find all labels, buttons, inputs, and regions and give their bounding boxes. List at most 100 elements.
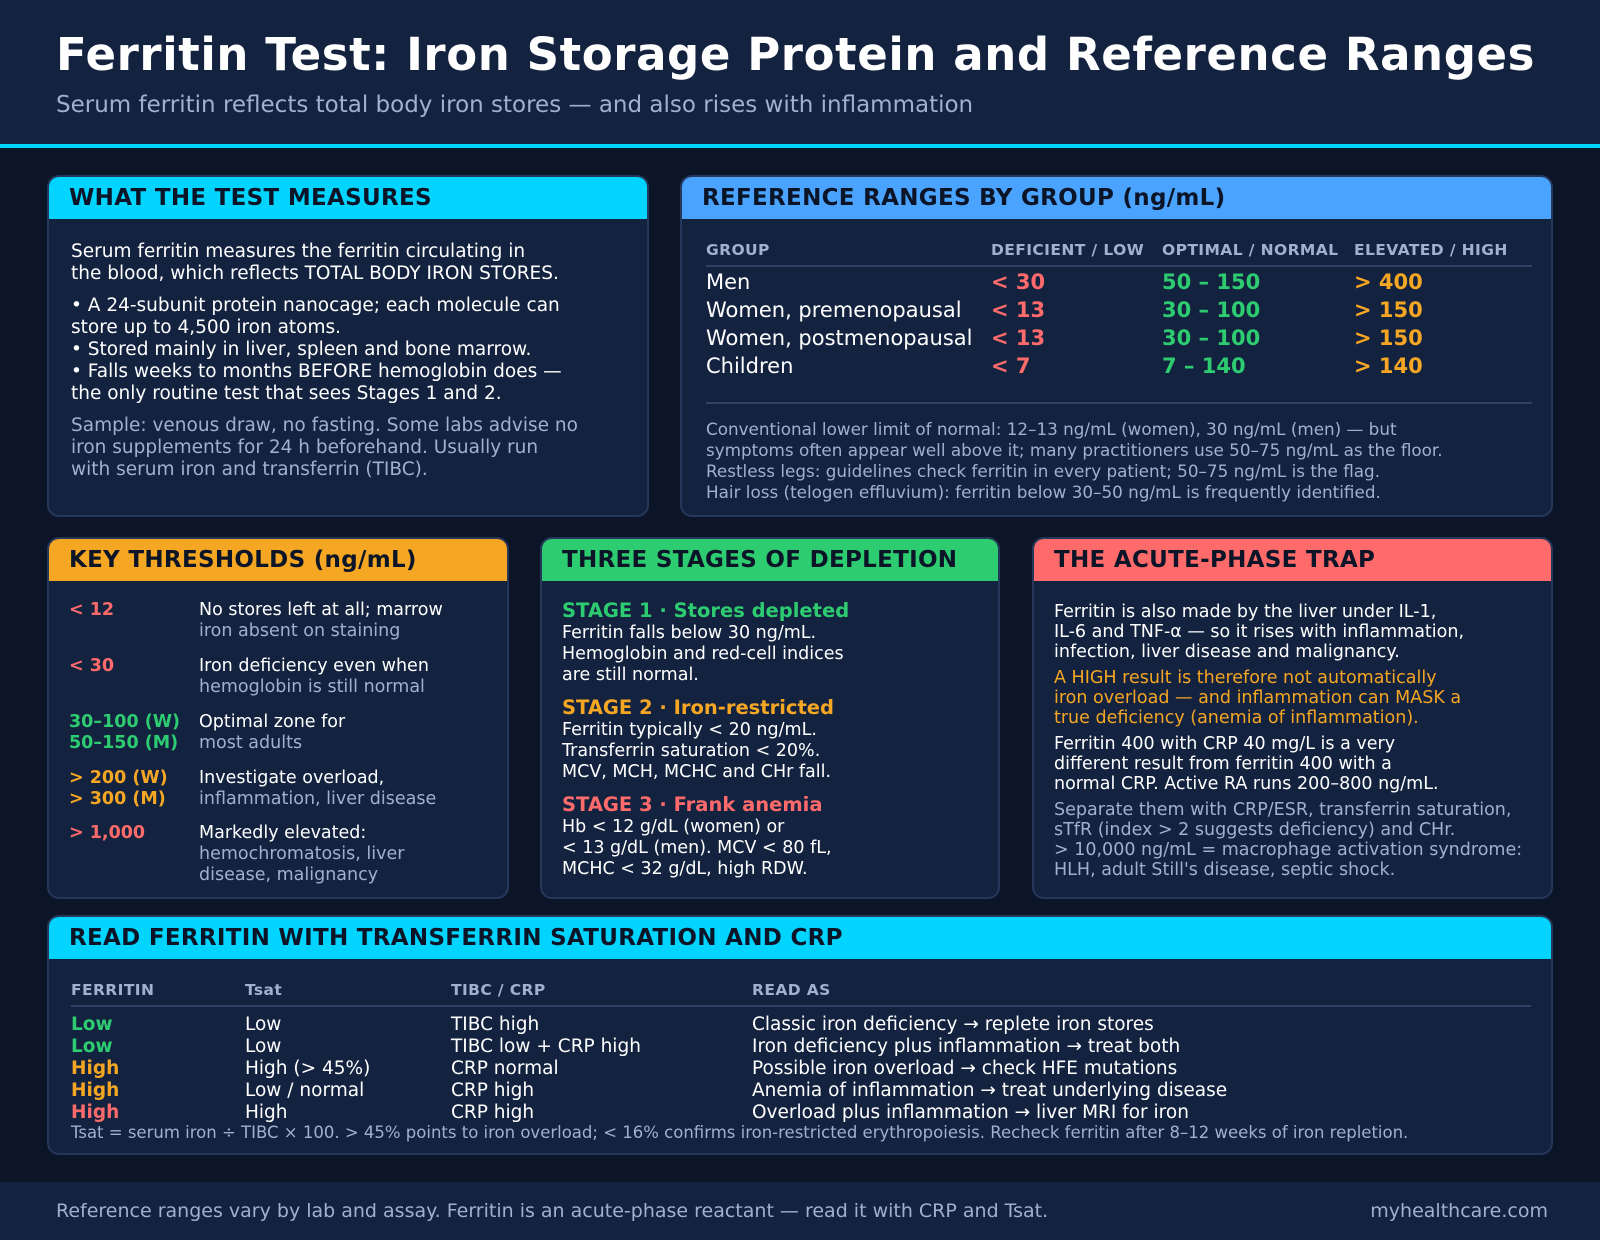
combo-tsat: High (> 45%)	[245, 1058, 371, 1079]
threshold-desc-line: Iron deficiency even when	[199, 656, 429, 676]
combo-table: FERRITIN Tsat TIBC / CRP READ AS Low Low…	[71, 977, 1531, 1123]
stage-line: MCV, MCH, MCHC and CHr fall.	[562, 762, 832, 782]
ranges-note-line: Hair loss (telogen effluvium): ferritin …	[706, 482, 1381, 502]
combo-ferritin: Low	[71, 1036, 113, 1057]
trap-line: sTfR (index > 2 suggests deficiency) and…	[1054, 820, 1456, 840]
trap-line: different result from ferritin 400 with …	[1054, 754, 1392, 774]
combo-ferritin: High	[71, 1102, 120, 1123]
threshold-key: 30–100 (W) 50–150 (M)	[69, 712, 180, 754]
stage-body: Ferritin typically < 20 ng/mL. Transferr…	[562, 720, 982, 783]
ranges-note-line: Conventional lower limit of normal: 12–1…	[706, 419, 1397, 439]
stages-heading: THREE STAGES OF DEPLETION	[542, 539, 998, 581]
stage-line: Transferrin saturation < 20%.	[562, 741, 821, 761]
combo-ferritin: High	[71, 1058, 120, 1079]
range-high: > 140	[1354, 354, 1423, 378]
combo-note: Tsat = serum iron ÷ TIBC × 100. > 45% po…	[71, 1123, 1409, 1142]
threshold-desc-line: inflammation, liver disease	[199, 789, 437, 809]
combo-ferritin: Low	[71, 1014, 113, 1035]
stage-line: Ferritin typically < 20 ng/mL.	[562, 720, 817, 740]
combo-tsat: Low / normal	[245, 1080, 365, 1101]
stage-title: STAGE 2 · Iron-restricted	[562, 696, 834, 719]
measures-bullet-line: • A 24-subunit protein nanocage; each mo…	[71, 295, 560, 316]
stage-body: Ferritin falls below 30 ng/mL. Hemoglobi…	[562, 623, 982, 686]
measures-heading: WHAT THE TEST MEASURES	[49, 177, 647, 219]
threshold-key: > 200 (W) > 300 (M)	[69, 768, 168, 810]
range-normal: 30 – 100	[1162, 326, 1261, 350]
trap-line: Ferritin 400 with CRP 40 mg/L is a very	[1054, 734, 1396, 754]
trap-line: A HIGH result is therefore not automatic…	[1054, 668, 1437, 688]
trap-line: infection, liver disease and malignancy.	[1054, 642, 1400, 662]
stage-line: Hb < 12 g/dL (women) or	[562, 817, 785, 837]
divider	[706, 402, 1532, 404]
trap-line: IL-6 and TNF-α — so it rises with inflam…	[1054, 622, 1465, 642]
stage-body: Hb < 12 g/dL (women) or < 13 g/dL (men).…	[562, 817, 982, 880]
combo-tsat: Low	[245, 1014, 282, 1035]
page-subtitle: Serum ferritin reflects total body iron …	[56, 92, 974, 118]
measures-intro-line: Serum ferritin measures the ferritin cir…	[71, 241, 526, 262]
combo-card: READ FERRITIN WITH TRANSFERRIN SATURATIO…	[47, 915, 1553, 1155]
threshold-key-line: > 200 (W)	[69, 768, 168, 788]
trap-heading: THE ACUTE-PHASE TRAP	[1034, 539, 1551, 581]
measures-sample-line: with serum iron and transferrin (TIBC).	[71, 459, 428, 480]
table-row: Low Low TIBC high Classic iron deficienc…	[71, 1011, 1531, 1035]
page-header: Ferritin Test: Iron Storage Protein and …	[0, 0, 1600, 148]
combo-read: Possible iron overload → check HFE mutat…	[752, 1058, 1178, 1079]
range-high: > 400	[1354, 270, 1423, 294]
measures-sample-line: Sample: venous draw, no fasting. Some la…	[71, 415, 578, 436]
range-high: > 150	[1354, 326, 1423, 350]
trap-line: > 10,000 ng/mL = macrophage activation s…	[1054, 840, 1523, 860]
range-group: Women, postmenopausal	[706, 326, 973, 350]
col-normal: OPTIMAL / NORMAL	[1162, 241, 1339, 259]
threshold-desc-line: most adults	[199, 733, 303, 753]
stage-line: Ferritin falls below 30 ng/mL.	[562, 623, 817, 643]
measures-bullet-line: • Stored mainly in liver, spleen and bon…	[71, 339, 532, 360]
stage-title: STAGE 1 · Stores depleted	[562, 599, 850, 622]
trap-card: THE ACUTE-PHASE TRAP Ferritin is also ma…	[1032, 537, 1553, 899]
threshold-key-line: 30–100 (W)	[69, 712, 181, 732]
range-normal: 30 – 100	[1162, 298, 1261, 322]
stage-title: STAGE 3 · Frank anemia	[562, 793, 823, 816]
ranges-note-line: Restless legs: guidelines check ferritin…	[706, 461, 1381, 481]
ranges-notes: Conventional lower limit of normal: 12–1…	[706, 419, 1532, 503]
col-low: DEFICIENT / LOW	[991, 241, 1145, 259]
combo-tibc: CRP normal	[451, 1058, 559, 1079]
combo-tsat: High	[245, 1102, 288, 1123]
stage-line: are still normal.	[562, 665, 699, 685]
combo-read: Classic iron deficiency → replete iron s…	[752, 1014, 1154, 1035]
range-group: Women, premenopausal	[706, 298, 962, 322]
range-low: < 13	[991, 298, 1046, 322]
range-group: Children	[706, 354, 794, 378]
table-row: Low Low TIBC low + CRP high Iron deficie…	[71, 1033, 1531, 1057]
stages-card: THREE STAGES OF DEPLETION STAGE 1 · Stor…	[540, 537, 1000, 899]
thresholds-heading: KEY THRESHOLDS (ng/mL)	[49, 539, 507, 581]
col-tsat: Tsat	[245, 981, 283, 999]
threshold-desc-line: Optimal zone for	[199, 712, 346, 732]
measures-bullet-line: store up to 4,500 iron atoms.	[71, 317, 342, 338]
col-high: ELEVATED / HIGH	[1354, 241, 1508, 259]
range-low: < 13	[991, 326, 1046, 350]
trap-line: HLH, adult Still's disease, septic shock…	[1054, 860, 1396, 880]
measures-bullet-line: the only routine test that sees Stages 1…	[71, 383, 502, 404]
threshold-desc-line: No stores left at all; marrow	[199, 600, 443, 620]
measures-sample-line: iron supplements for 24 h beforehand. Us…	[71, 437, 539, 458]
measures-card: WHAT THE TEST MEASURES Serum ferritin me…	[47, 175, 649, 517]
threshold-key-line: 50–150 (M)	[69, 733, 179, 753]
range-normal: 7 – 140	[1162, 354, 1246, 378]
threshold-desc-line: Markedly elevated:	[199, 823, 367, 843]
trap-line: true deficiency (anemia of inflammation)…	[1054, 708, 1419, 728]
threshold-desc: Iron deficiency even when hemoglobin is …	[199, 656, 429, 698]
stage-line: Hemoglobin and red-cell indices	[562, 644, 844, 664]
range-low: < 7	[991, 354, 1031, 378]
footer-site-link[interactable]: myhealthcare.com	[1370, 1200, 1548, 1222]
range-group: Men	[706, 270, 751, 294]
stage-line: < 13 g/dL (men). MCV < 80 fL,	[562, 838, 832, 858]
table-row: High Low / normal CRP high Anemia of inf…	[71, 1077, 1531, 1101]
stage-line: MCHC < 32 g/dL, high RDW.	[562, 859, 808, 879]
footer-disclaimer: Reference ranges vary by lab and assay. …	[56, 1200, 1049, 1222]
trap-line: normal CRP. Active RA runs 200–800 ng/mL…	[1054, 774, 1439, 794]
ranges-note-line: symptoms often appear well above it; man…	[706, 440, 1443, 460]
page-title: Ferritin Test: Iron Storage Protein and …	[56, 28, 1536, 81]
combo-tibc: TIBC high	[451, 1014, 540, 1035]
table-row: Children < 7 7 – 140 > 140	[706, 351, 1532, 379]
thresholds-card: KEY THRESHOLDS (ng/mL) < 12 No stores le…	[47, 537, 509, 899]
